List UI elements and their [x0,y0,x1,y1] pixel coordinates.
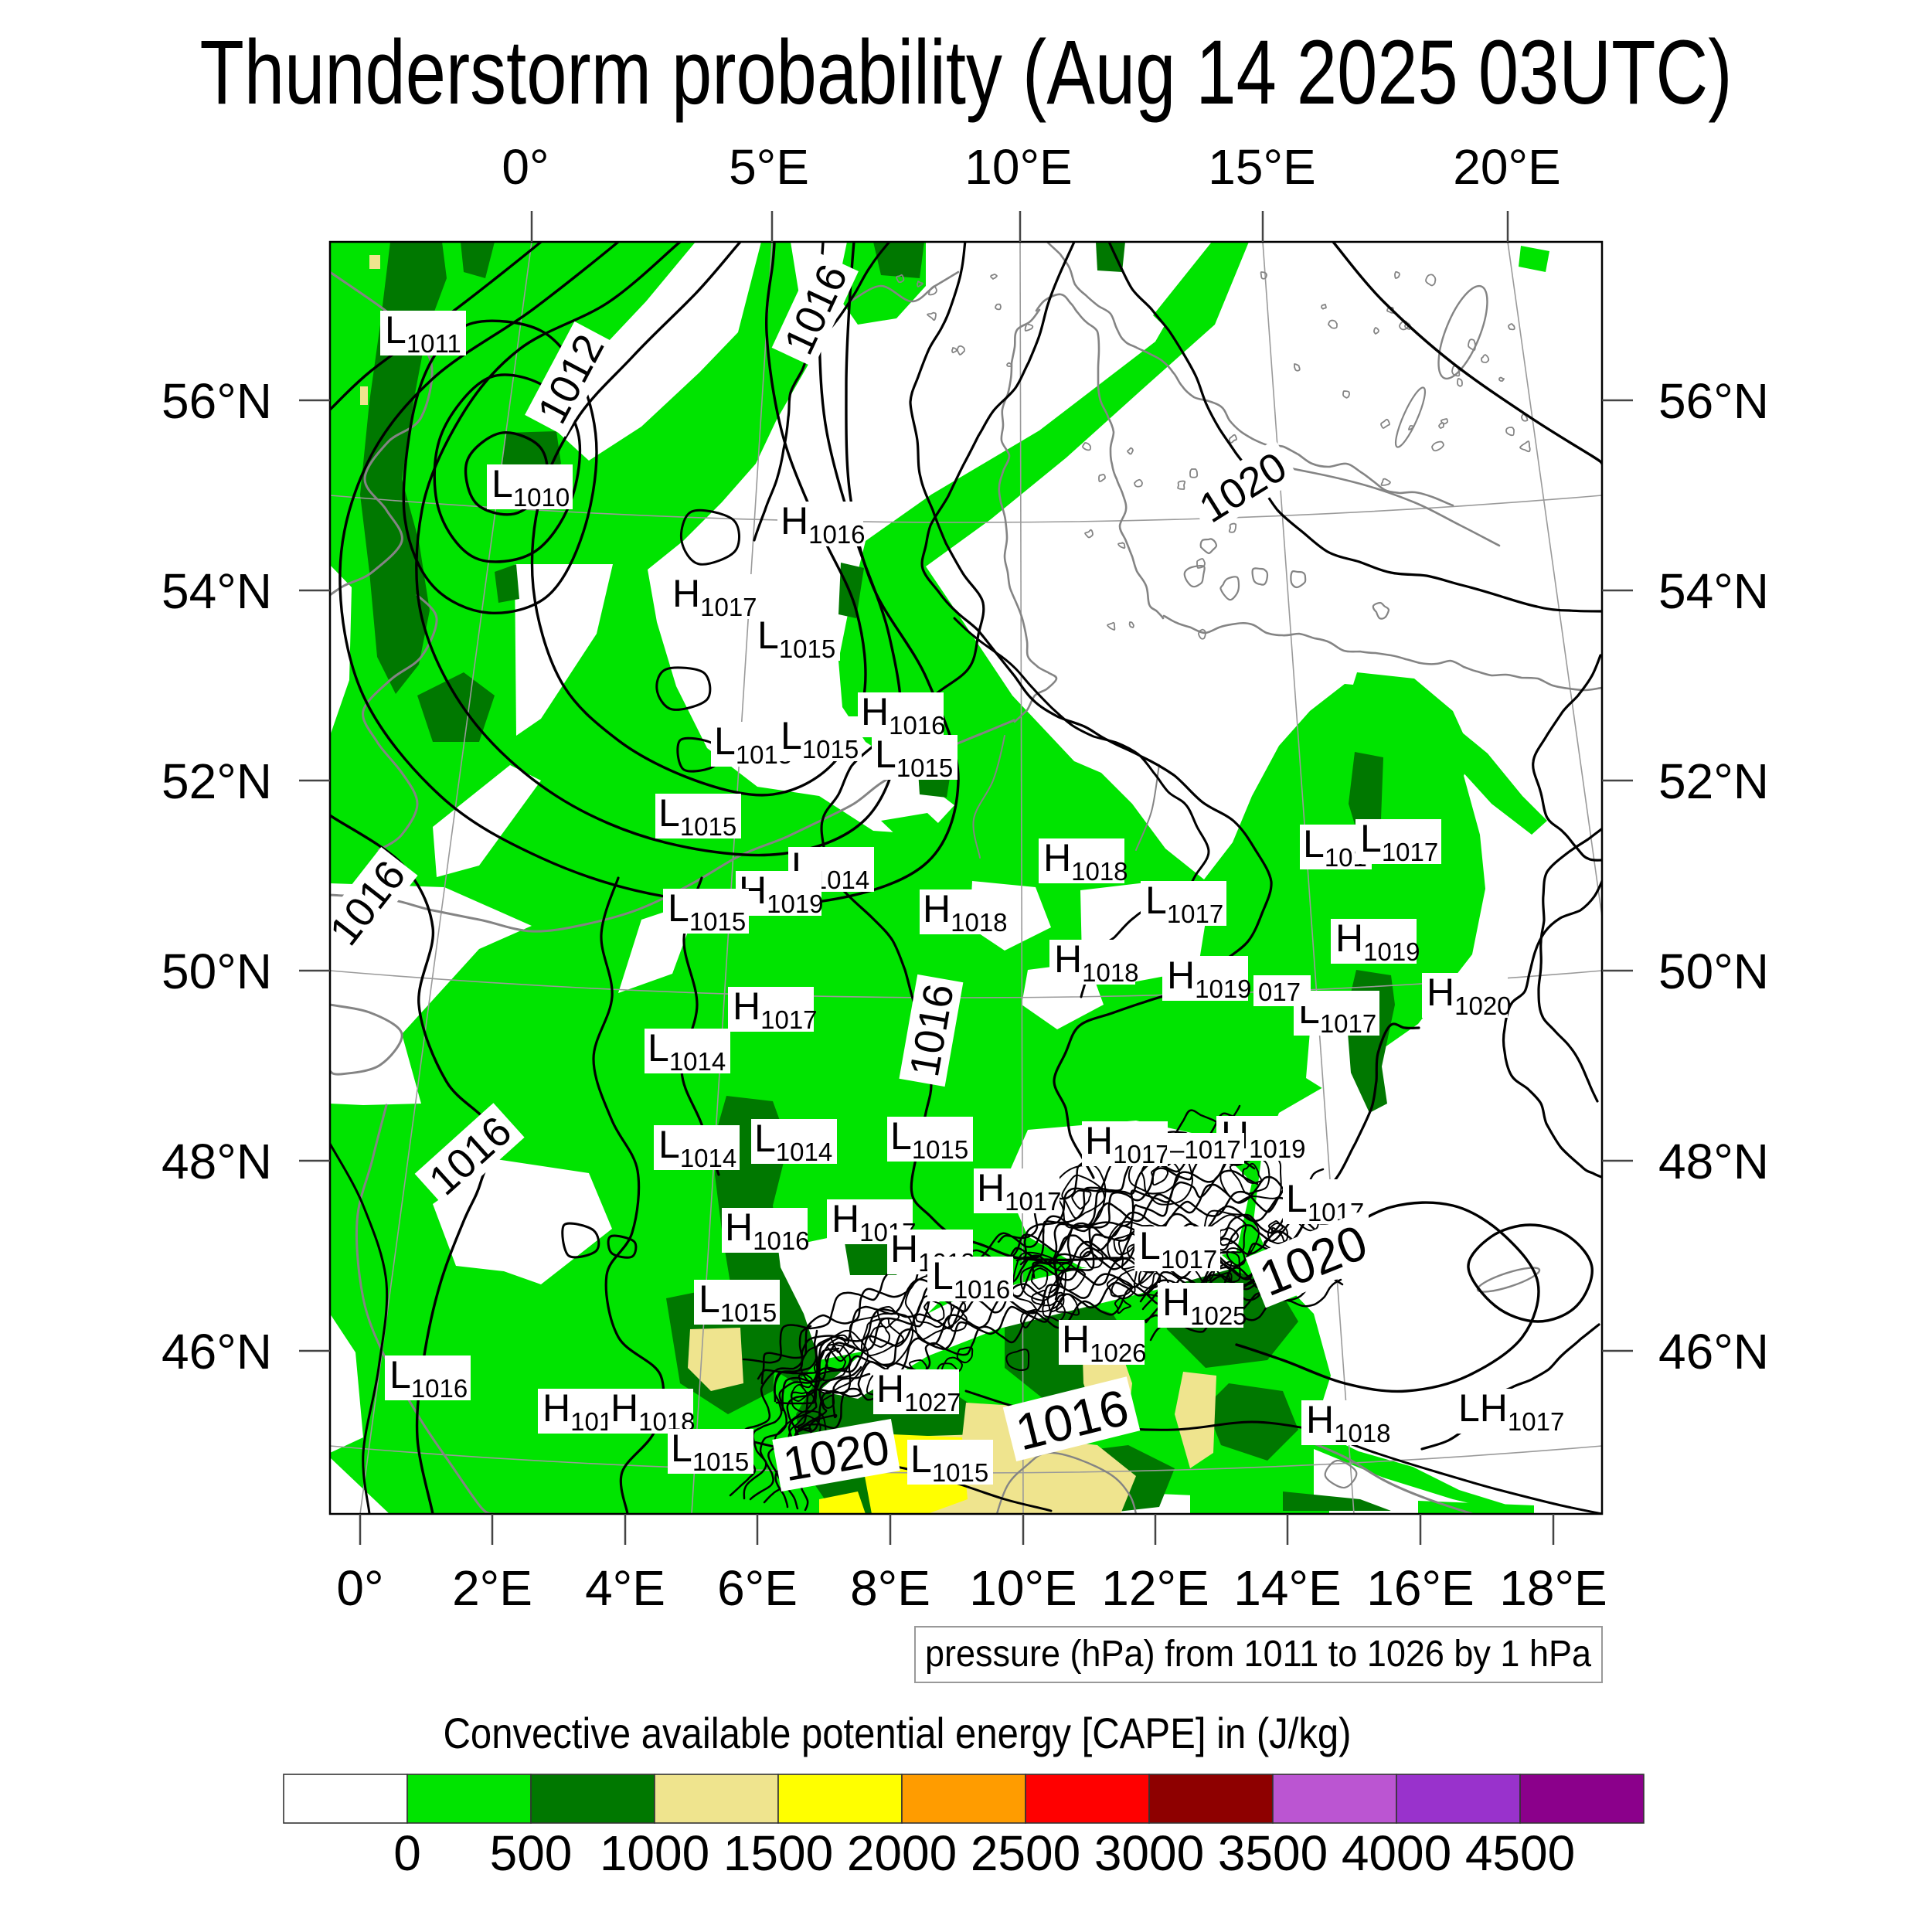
svg-text:H1016: H1016 [861,690,946,740]
svg-text:H1019: H1019 [1167,954,1252,1003]
svg-text:2000: 2000 [847,1825,957,1881]
svg-text:8°E: 8°E [850,1560,930,1616]
svg-text:56°N: 56°N [162,373,272,429]
svg-text:1000: 1000 [600,1825,709,1881]
svg-text:3500: 3500 [1218,1825,1328,1881]
svg-text:52°N: 52°N [1658,753,1769,809]
svg-text:46°N: 46°N [162,1324,272,1379]
svg-text:1500: 1500 [723,1825,833,1881]
svg-text:46°N: 46°N [1658,1324,1769,1379]
svg-text:14°E: 14°E [1233,1560,1341,1616]
svg-text:12°E: 12°E [1101,1560,1209,1616]
svg-text:48°N: 48°N [162,1134,272,1189]
svg-text:10°E: 10°E [969,1560,1077,1616]
svg-text:4000: 4000 [1342,1825,1451,1881]
svg-text:20°E: 20°E [1453,139,1560,195]
svg-text:0°: 0° [502,139,549,195]
svg-text:5°E: 5°E [729,139,809,195]
svg-text:0°: 0° [336,1560,383,1616]
svg-text:Thunderstorm probability (Aug: Thunderstorm probability (Aug 14 2025 03… [200,22,1733,124]
svg-text:4°E: 4°E [585,1560,665,1616]
svg-text:017: 017 [1258,978,1301,1006]
svg-text:56°N: 56°N [1658,373,1769,429]
svg-text:54°N: 54°N [1658,563,1769,619]
svg-text:10°E: 10°E [964,139,1072,195]
svg-text:500: 500 [490,1825,573,1881]
svg-text:2500: 2500 [971,1825,1080,1881]
svg-text:18°E: 18°E [1499,1560,1607,1616]
svg-text:6°E: 6°E [717,1560,798,1616]
svg-text:pressure (hPa) from 1011 to 10: pressure (hPa) from 1011 to 1026 by 1 hP… [925,1634,1591,1675]
svg-text:54°N: 54°N [162,563,272,619]
svg-text:4500: 4500 [1465,1825,1575,1881]
svg-text:Convective available potential: Convective available potential energy [C… [444,1709,1352,1757]
svg-text:50°N: 50°N [1658,944,1769,999]
svg-text:48°N: 48°N [1658,1134,1769,1189]
svg-text:–1017: –1017 [1170,1135,1241,1164]
svg-text:H1026: H1026 [1062,1318,1147,1367]
svg-text:3000: 3000 [1094,1825,1204,1881]
svg-text:2°E: 2°E [452,1560,532,1616]
svg-text:16°E: 16°E [1366,1560,1474,1616]
svg-text:0: 0 [393,1825,421,1881]
svg-text:52°N: 52°N [162,753,272,809]
svg-text:50°N: 50°N [162,944,272,999]
svg-text:15°E: 15°E [1208,139,1315,195]
